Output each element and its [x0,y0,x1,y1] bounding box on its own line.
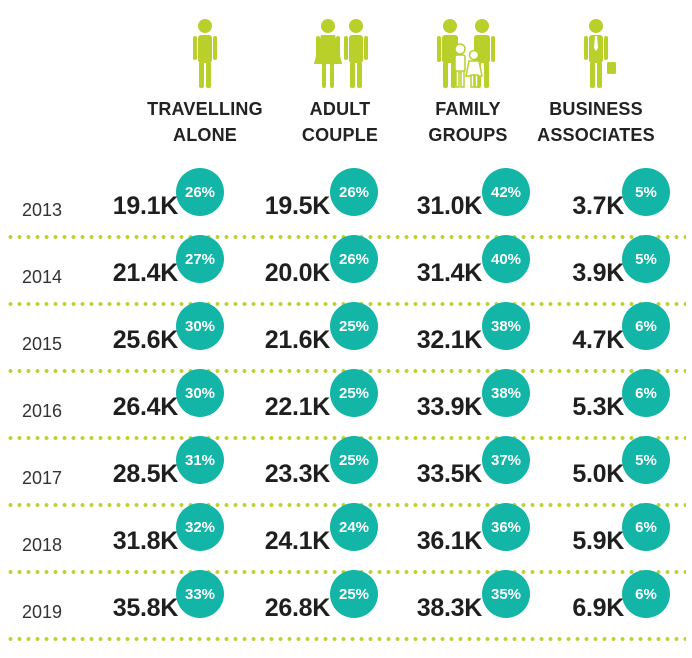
percent-badge-family: 35% [482,570,530,618]
dotted-divider [6,637,686,641]
value-alone: 19.1K [112,192,179,220]
value-business: 3.7K [572,192,624,220]
value-couple: 19.5K [264,192,331,220]
column-label: TRAVELLING ALONE [147,99,263,145]
value-couple: 20.0K [264,259,331,287]
value-business: 5.9K [572,527,624,555]
year-label: 2013 [22,200,63,220]
percent-badge-business: 6% [622,369,670,417]
percent-badge-alone: 31% [176,436,224,484]
table-row: 2015 25.6K 30% 21.6K 25% 32.1K 38% 4.7K 6% [0,302,692,373]
value-family: 32.1K [416,326,483,354]
percent-badge-couple: 25% [330,369,378,417]
value-alone: 31.8K [112,527,179,555]
percent-badge-couple: 25% [330,436,378,484]
value-couple: 23.3K [264,460,331,488]
value-family: 33.9K [416,393,483,421]
table-row: 2013 19.1K 26% 19.5K 26% 31.0K 42% 3.7K 5% [0,168,692,239]
year-label: 2016 [22,401,63,421]
year-label: 2018 [22,535,63,555]
value-family: 31.4K [416,259,483,287]
year-label: 2014 [22,267,63,287]
businessman-icon [584,19,616,88]
couple-icon [314,19,368,88]
value-family: 33.5K [416,460,483,488]
value-business: 6.9K [572,594,624,622]
value-family: 31.0K [416,192,483,220]
value-business: 5.3K [572,393,624,421]
year-label: 2017 [22,468,63,488]
percent-badge-alone: 26% [176,168,224,216]
column-label: BUSINESS ASSOCIATES [537,99,655,145]
percent-badge-family: 37% [482,436,530,484]
value-business: 4.7K [572,326,624,354]
percent-badge-couple: 26% [330,235,378,283]
value-alone: 35.8K [112,594,179,622]
percent-badge-family: 40% [482,235,530,283]
value-couple: 22.1K [264,393,331,421]
column-label: FAMILY GROUPS [428,99,508,145]
year-label: 2015 [22,334,63,354]
table-row: 2018 31.8K 32% 24.1K 24% 36.1K 36% 5.9K 6% [0,503,692,574]
value-alone: 21.4K [112,259,179,287]
percent-badge-business: 6% [622,503,670,551]
value-couple: 21.6K [264,326,331,354]
percent-badge-business: 6% [622,570,670,618]
percent-badge-couple: 25% [330,570,378,618]
table-row: 2014 21.4K 27% 20.0K 26% 31.4K 40% 3.9K 5% [0,235,692,306]
percent-badge-alone: 32% [176,503,224,551]
percent-badge-business: 5% [622,235,670,283]
percent-badge-alone: 30% [176,302,224,350]
table-row: 2019 35.8K 33% 26.8K 25% 38.3K 35% 6.9K 6% [0,570,692,641]
percent-badge-alone: 27% [176,235,224,283]
percent-badge-couple: 26% [330,168,378,216]
percent-badge-couple: 25% [330,302,378,350]
value-couple: 24.1K [264,527,331,555]
column-label: ADULT COUPLE [301,99,379,145]
year-label: 2019 [22,602,63,622]
value-family: 36.1K [416,527,483,555]
percent-badge-alone: 33% [176,570,224,618]
percent-badge-alone: 30% [176,369,224,417]
percent-badge-couple: 24% [330,503,378,551]
single-person-icon [193,19,217,88]
value-alone: 25.6K [112,326,179,354]
value-family: 38.3K [416,594,483,622]
percent-badge-business: 5% [622,168,670,216]
percent-badge-business: 5% [622,436,670,484]
table-row: 2017 28.5K 31% 23.3K 25% 33.5K 37% 5.0K 5% [0,436,692,507]
percent-badge-family: 38% [482,369,530,417]
percent-badge-business: 6% [622,302,670,350]
family-icon [437,19,495,88]
table-row: 2016 26.4K 30% 22.1K 25% 33.9K 38% 5.3K 6% [0,369,692,440]
value-alone: 28.5K [112,460,179,488]
percent-badge-family: 38% [482,302,530,350]
value-business: 5.0K [572,460,624,488]
value-alone: 26.4K [112,393,179,421]
value-couple: 26.8K [264,594,331,622]
percent-badge-family: 42% [482,168,530,216]
percent-badge-family: 36% [482,503,530,551]
value-business: 3.9K [572,259,624,287]
